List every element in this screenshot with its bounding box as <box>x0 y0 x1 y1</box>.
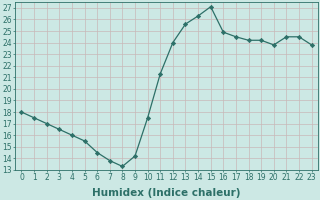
X-axis label: Humidex (Indice chaleur): Humidex (Indice chaleur) <box>92 188 241 198</box>
